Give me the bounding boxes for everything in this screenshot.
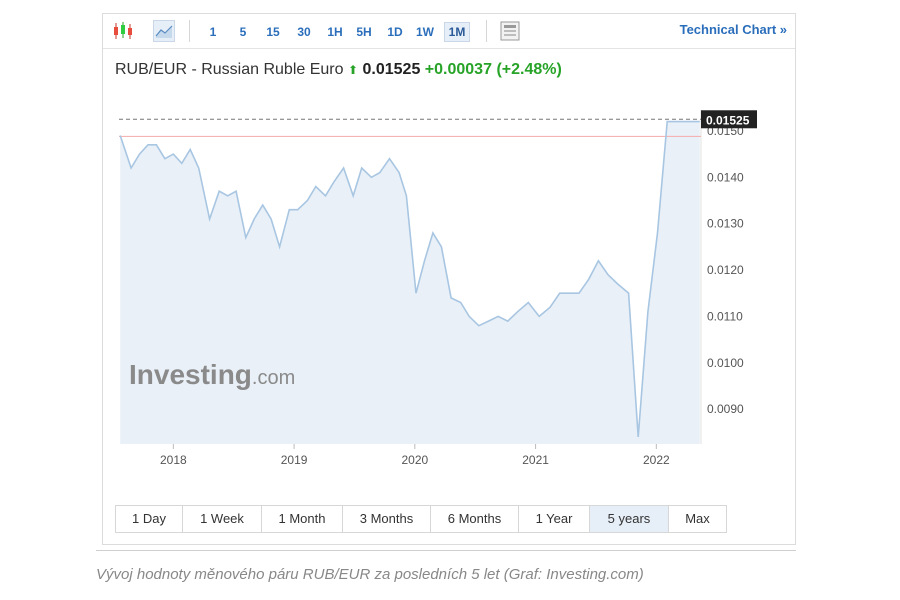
y-tick-label: 0.0120 bbox=[707, 263, 744, 277]
price-change-percent: (+2.48%) bbox=[496, 61, 562, 78]
area-chart-icon[interactable] bbox=[153, 20, 175, 42]
range-button-3-months[interactable]: 3 Months bbox=[343, 505, 431, 533]
investing-watermark: Investing.com bbox=[129, 359, 295, 390]
price-chart[interactable]: 0.01500.01400.01300.01200.01100.01000.00… bbox=[103, 14, 795, 484]
range-button-1-day[interactable]: 1 Day bbox=[115, 505, 183, 533]
up-arrow-icon: ⬆ bbox=[347, 63, 359, 77]
pair-name: RUB/EUR - Russian Ruble Euro bbox=[115, 61, 344, 78]
interval-button-1m[interactable]: 1M bbox=[444, 22, 470, 42]
y-tick-label: 0.0100 bbox=[707, 356, 744, 370]
range-button-max[interactable]: Max bbox=[669, 505, 727, 533]
range-button-5-years[interactable]: 5 years bbox=[590, 505, 669, 533]
chart-toolbar: 1 5 15 30 1H 5H 1D 1W 1M Technical Chart » bbox=[103, 14, 795, 49]
indicators-icon[interactable] bbox=[499, 20, 521, 42]
interval-button-5h[interactable]: 5H bbox=[356, 25, 372, 39]
range-button-1-month[interactable]: 1 Month bbox=[262, 505, 343, 533]
x-tick-label: 2022 bbox=[643, 453, 670, 467]
interval-button-1d[interactable]: 1D bbox=[387, 25, 403, 39]
series-area-fill bbox=[120, 121, 700, 444]
current-price-box bbox=[701, 110, 757, 129]
last-price: 0.01525 bbox=[362, 61, 421, 78]
toolbar-separator bbox=[486, 20, 487, 42]
interval-button-5[interactable]: 5 bbox=[239, 25, 247, 39]
y-tick-label: 0.0110 bbox=[707, 309, 743, 323]
pair-quote-header: RUB/EUR - Russian Ruble Euro ⬆ 0.01525 +… bbox=[115, 61, 562, 79]
y-tick-label: 0.0090 bbox=[707, 402, 744, 416]
interval-button-1w[interactable]: 1W bbox=[416, 25, 434, 39]
x-tick-label: 2021 bbox=[522, 453, 549, 467]
interval-button-1h[interactable]: 1H bbox=[327, 25, 343, 39]
price-change: +0.00037 bbox=[424, 61, 492, 78]
interval-button-15[interactable]: 15 bbox=[266, 25, 280, 39]
time-range-selector: 1 Day 1 Week 1 Month 3 Months 6 Months 1 Year… bbox=[115, 505, 727, 533]
y-tick-label: 0.0140 bbox=[707, 170, 744, 184]
figure-caption: Vývoj hodnoty měnového páru RUB/EUR za p… bbox=[96, 566, 644, 583]
x-tick-label: 2018 bbox=[160, 453, 187, 467]
toolbar-separator bbox=[189, 20, 190, 42]
candlestick-icon[interactable] bbox=[112, 20, 134, 42]
watermark-suffix: .com bbox=[252, 367, 295, 389]
x-tick-label: 2020 bbox=[401, 453, 428, 467]
caption-divider bbox=[96, 550, 796, 551]
chart-widget: 1 5 15 30 1H 5H 1D 1W 1M Technical Chart » RUB/E… bbox=[102, 13, 796, 545]
range-button-6-months[interactable]: 6 Months bbox=[431, 505, 519, 533]
current-price-label: 0.01525 bbox=[706, 113, 750, 127]
watermark-brand: Investing bbox=[129, 359, 252, 390]
range-button-1-year[interactable]: 1 Year bbox=[519, 505, 590, 533]
interval-button-1[interactable]: 1 bbox=[209, 25, 217, 39]
interval-button-30[interactable]: 30 bbox=[297, 25, 311, 39]
y-tick-label: 0.0130 bbox=[707, 217, 744, 231]
range-button-1-week[interactable]: 1 Week bbox=[183, 505, 262, 533]
technical-chart-link[interactable]: Technical Chart » bbox=[679, 22, 787, 37]
series-line bbox=[119, 120, 700, 438]
x-tick-label: 2019 bbox=[281, 453, 308, 467]
